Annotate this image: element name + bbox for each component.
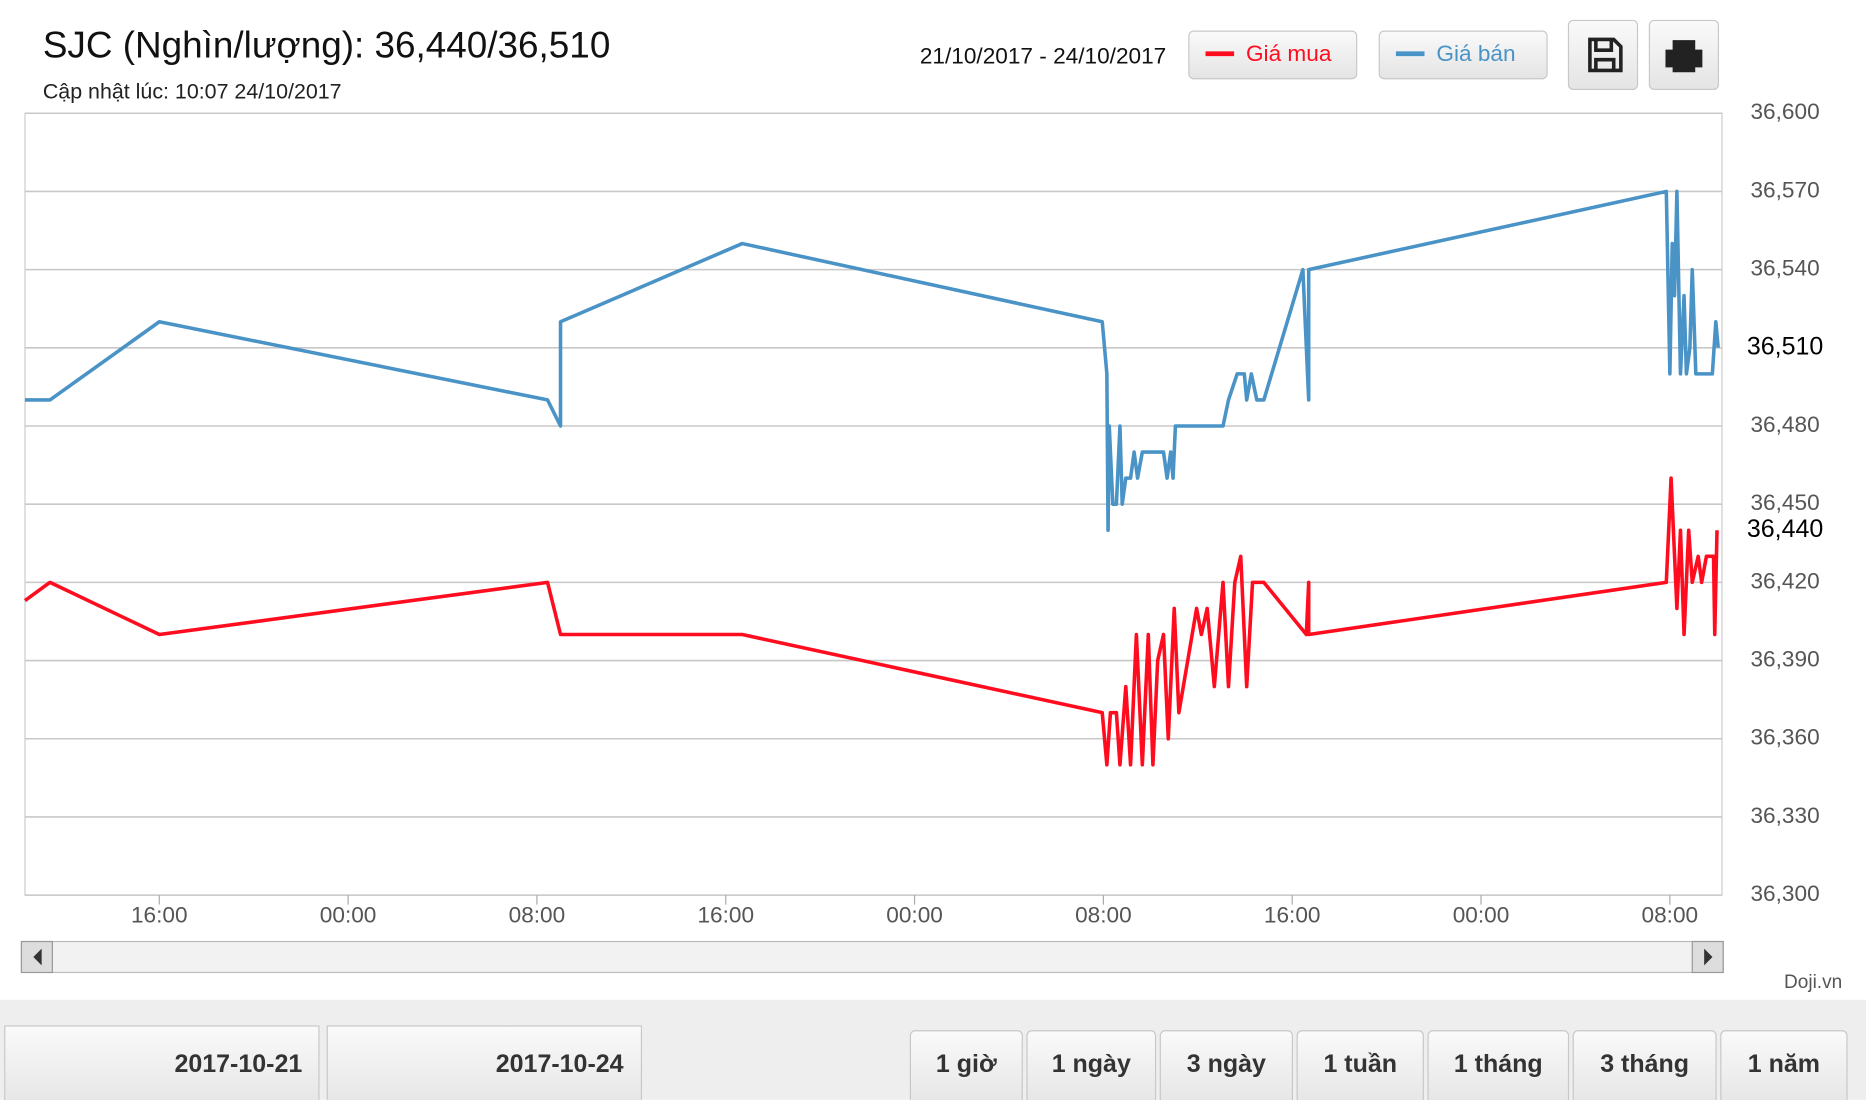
save-button[interactable] [1567, 19, 1639, 91]
x-tick-label: 08:00 [1642, 903, 1699, 928]
arrow [1704, 948, 1713, 966]
end-date: 2017-10-24 [496, 1050, 624, 1078]
range-button[interactable] [1296, 1030, 1424, 1100]
chart-panel [0, 0, 1866, 1000]
y-tick-label: 36,480 [1750, 412, 1819, 437]
y-tick-label: 36,330 [1750, 803, 1819, 828]
y-tick-label: 36,390 [1750, 647, 1819, 672]
range-label: 1 ngày [1052, 1050, 1131, 1078]
range-button[interactable] [1427, 1030, 1570, 1100]
current-label-bg [1739, 514, 1831, 546]
x-tick-label: 00:00 [320, 903, 377, 928]
current-label: 36,510 [1747, 332, 1823, 360]
y-tick-label: 36,570 [1750, 177, 1819, 202]
range-label: 1 năm [1748, 1050, 1820, 1078]
current-label: 36,440 [1747, 515, 1823, 543]
series-line [23, 476, 1719, 767]
scroll-right[interactable] [1691, 940, 1724, 974]
print-icon [1665, 40, 1703, 73]
range-button[interactable] [1026, 1030, 1157, 1100]
legend-label: Giá mua [1246, 41, 1332, 66]
y-tick-label: 36,360 [1750, 725, 1819, 750]
date-range: 21/10/2017 - 24/10/2017 [920, 43, 1166, 68]
y-tick-label: 36,300 [1750, 881, 1819, 906]
range-label: 3 tháng [1600, 1050, 1689, 1078]
range-label: 3 ngày [1187, 1050, 1266, 1078]
source: Doji.vn [1784, 972, 1842, 993]
subtitle: Cập nhật lúc: 10:07 24/10/2017 [43, 80, 342, 104]
x-tick-label: 08:00 [509, 903, 566, 928]
legend-button[interactable] [1188, 30, 1358, 80]
range-button[interactable] [909, 1030, 1023, 1100]
y-tick-label: 36,600 [1750, 99, 1819, 124]
range-label: 1 giờ [936, 1050, 997, 1078]
y-tick-label: 36,420 [1750, 568, 1819, 593]
current-label-bg [1739, 332, 1831, 364]
arrow [33, 948, 42, 966]
legend-label: Giá bán [1436, 41, 1515, 66]
series-line [24, 189, 1720, 533]
range-button[interactable] [1720, 1030, 1848, 1100]
scrollbar[interactable] [20, 940, 1724, 974]
y-tick-label: 36,450 [1750, 490, 1819, 515]
start-date: 2017-10-21 [174, 1050, 302, 1078]
x-tick-label: 16:00 [697, 903, 754, 928]
date-box[interactable] [326, 1025, 643, 1100]
x-tick-label: 08:00 [1075, 903, 1132, 928]
range-button[interactable] [1159, 1030, 1293, 1100]
save-icon [1588, 37, 1623, 73]
range-label: 1 tháng [1454, 1050, 1543, 1078]
range-label: 1 tuần [1323, 1050, 1397, 1078]
x-tick-label: 16:00 [1264, 903, 1321, 928]
x-tick-label: 00:00 [1453, 903, 1510, 928]
legend-button[interactable] [1378, 30, 1548, 80]
range-button[interactable] [1572, 1030, 1717, 1100]
x-tick-label: 00:00 [886, 903, 943, 928]
x-tick-label: 16:00 [131, 903, 188, 928]
y-tick-label: 36,540 [1750, 256, 1819, 281]
date-box[interactable] [4, 1025, 320, 1100]
title: SJC (Nghìn/lượng): 36,440/36,510 [43, 25, 610, 66]
